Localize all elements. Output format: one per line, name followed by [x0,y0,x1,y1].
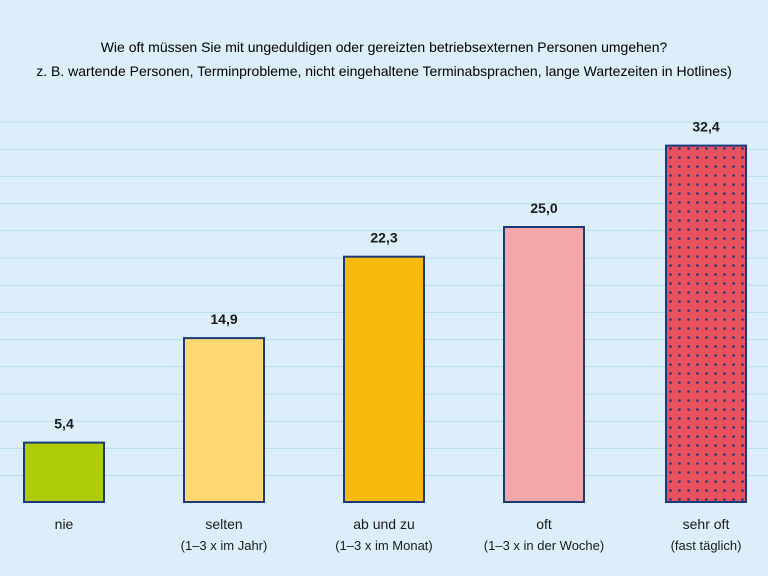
bar [23,441,105,504]
bar-group-1: 14,9 selten (1–3 x im Jahr) [181,311,268,553]
category-label: selten [205,516,242,532]
category-sublabel: (1–3 x im Jahr) [181,538,268,553]
category-label: sehr oft [683,516,730,532]
category-sublabel: (1–3 x in der Woche) [484,538,604,553]
bars-group: 5,4 nie 14,9 selten (1–3 x im Jahr) 22,3 ab un… [23,119,747,553]
data-label: 25,0 [530,200,557,216]
bar [503,226,585,503]
category-sublabel: (fast täglich) [671,538,742,553]
category-label: oft [536,516,552,532]
bar-group-3: 25,0 oft (1–3 x in der Woche) [484,200,604,553]
data-label: 22,3 [370,230,397,246]
bar-group-4: 32,4 sehr oft (fast täglich) [665,119,747,553]
category-label: nie [55,516,74,532]
chart-subtitle: z. B. wartende Personen, Terminprobleme,… [36,63,731,79]
data-label: 14,9 [210,311,237,327]
category-label: ab und zu [353,516,415,532]
category-sublabel: (1–3 x im Monat) [335,538,433,553]
bar-dot-pattern [667,146,745,501]
bar-group-2: 22,3 ab und zu (1–3 x im Monat) [335,230,433,553]
data-label: 32,4 [692,119,719,135]
bar [343,255,425,504]
bar [183,337,265,503]
chart-title: Wie oft müssen Sie mit ungeduldigen oder… [101,39,668,55]
bar-group-0: 5,4 nie [23,416,105,532]
data-label: 5,4 [54,416,74,432]
